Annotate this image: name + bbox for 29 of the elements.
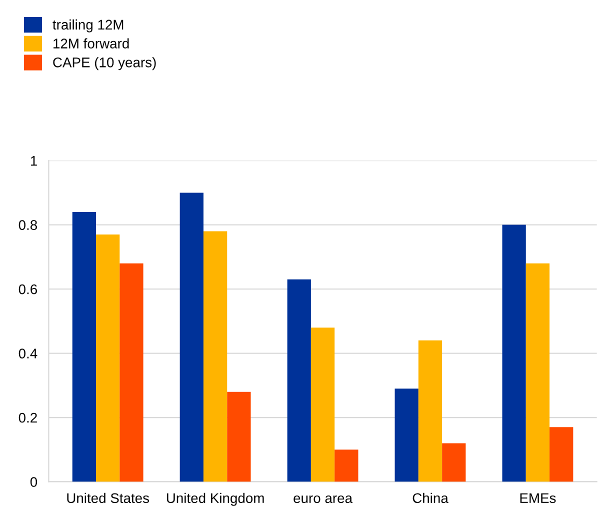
y-tick-label: 0.4: [18, 348, 38, 358]
bar: [120, 263, 144, 482]
bar: [442, 443, 466, 482]
bar: [550, 427, 574, 482]
bar: [502, 224, 526, 482]
bar: [394, 388, 418, 482]
bar: [526, 263, 550, 482]
y-tick-label: 0: [30, 477, 38, 487]
bar: [180, 192, 204, 482]
bar: [203, 231, 228, 482]
x-tick-label: euro area: [294, 495, 352, 504]
y-tick-label: 0.2: [18, 412, 37, 423]
legend-label: CAPE (10 years): [53, 57, 156, 70]
y-tick-label: 1: [30, 156, 37, 166]
y-tick-label: 0.8: [18, 220, 38, 230]
bar: [418, 340, 442, 482]
x-tick-label: China: [412, 492, 448, 504]
bar: [96, 234, 120, 482]
bar: [334, 450, 358, 482]
x-tick-label: United States: [67, 492, 150, 504]
x-tick-label: United Kingdom: [166, 492, 264, 506]
bar: [227, 392, 251, 482]
bar: [310, 328, 335, 482]
y-tick-label: 0.6: [18, 284, 37, 294]
bar: [72, 212, 96, 482]
legend-label: 12M forward: [54, 38, 129, 48]
legend-label: trailing 12M: [52, 19, 124, 32]
x-tick-label: EMEs: [520, 493, 556, 504]
bar: [287, 279, 311, 482]
